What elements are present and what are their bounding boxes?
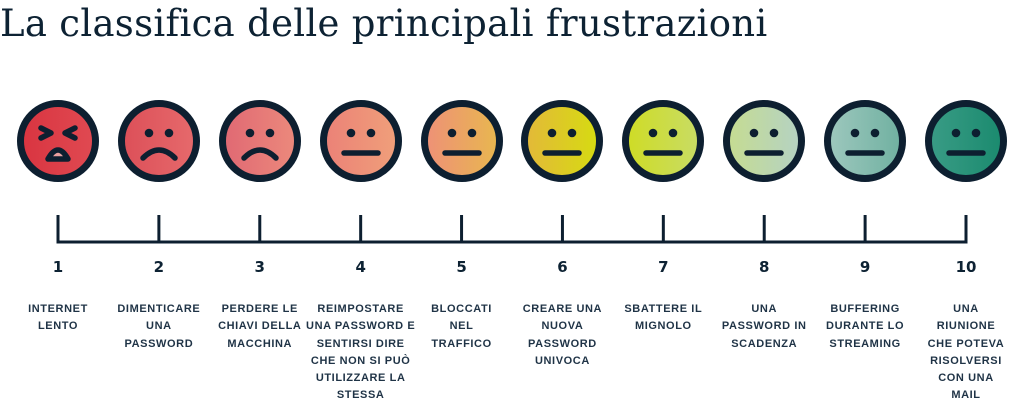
frustration-label: BUFFERING DURANTE LO STREAMING — [826, 303, 905, 350]
rank-number: 10 — [955, 258, 977, 276]
rank-number: 4 — [355, 258, 366, 276]
face-icon-neutral — [823, 99, 907, 183]
face-icon-angry-crying — [16, 99, 100, 183]
rank-number: 8 — [759, 258, 770, 276]
frustration-label: SBATTERE IL MIGNOLO — [624, 303, 703, 333]
frustration-label: BLOCCATI NEL TRAFFICO — [431, 303, 492, 350]
page-title: La classifica delle principali frustrazi… — [0, 2, 768, 45]
rank-number: 5 — [456, 258, 467, 276]
rank-number: 7 — [658, 258, 669, 276]
frustration-label: REIMPOSTARE UNA PASSWORD E SENTIRSI DIRE… — [306, 303, 416, 402]
face-icon-neutral — [420, 99, 504, 183]
face-icon-sad — [117, 99, 201, 183]
frustration-label: CREARE UNA NUOVA PASSWORD UNIVOCA — [522, 303, 603, 367]
rank-number: 2 — [153, 258, 165, 276]
rank-number: 6 — [557, 258, 568, 276]
face-icon-neutral — [924, 99, 1008, 183]
frustration-label: UNA PASSWORD IN SCADENZA — [721, 303, 807, 350]
frustration-label: INTERNET LENTO — [28, 303, 88, 333]
face-icon-neutral — [520, 99, 604, 183]
frustration-label: PERDERE LE CHIAVI DELLA MACCHINA — [218, 303, 302, 350]
rank-number: 3 — [254, 258, 265, 276]
face-icon-neutral — [722, 99, 806, 183]
frustration-label: DIMENTICARE UNA PASSWORD — [117, 303, 201, 350]
face-icon-neutral — [621, 99, 705, 183]
frustration-label: UNA RIUNIONE CHE POTEVA RISOLVERSI CON U… — [927, 303, 1005, 402]
rank-number: 9 — [859, 258, 871, 276]
face-icon-sad — [218, 99, 302, 183]
rank-number: 1 — [52, 258, 64, 276]
face-icon-neutral — [319, 99, 403, 183]
